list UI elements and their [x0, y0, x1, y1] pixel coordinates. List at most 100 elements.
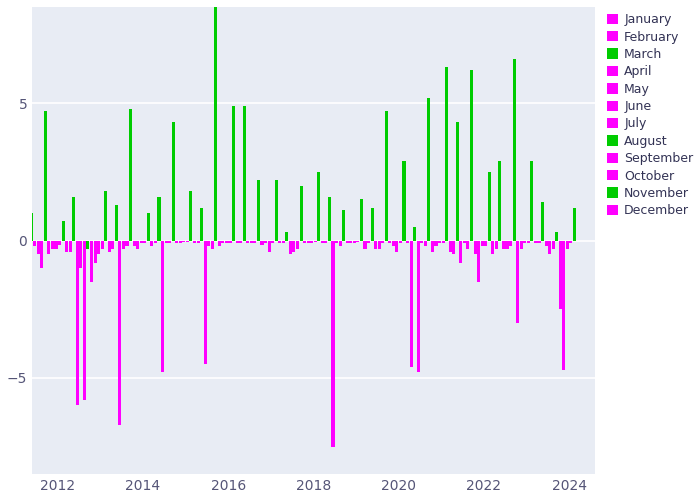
Bar [122, 240, 125, 249]
Bar [190, 191, 193, 240]
Bar [246, 240, 249, 244]
Bar [307, 240, 309, 244]
Bar [178, 240, 182, 244]
Bar [90, 240, 93, 282]
Bar [239, 240, 242, 244]
Bar [69, 240, 71, 252]
Legend: January, February, March, April, May, June, July, August, September, October, No: January, February, March, April, May, Ju… [607, 13, 693, 218]
Bar [431, 240, 434, 252]
Bar [442, 240, 444, 244]
Bar [534, 240, 537, 244]
Bar [562, 240, 566, 370]
Bar [424, 240, 427, 246]
Bar [339, 240, 342, 246]
Bar [48, 240, 50, 254]
Bar [150, 240, 153, 246]
Bar [473, 240, 477, 254]
Bar [321, 240, 324, 244]
Bar [51, 240, 54, 249]
Bar [125, 240, 129, 246]
Bar [140, 240, 143, 244]
Bar [108, 240, 111, 252]
Bar [360, 200, 363, 240]
Bar [527, 240, 530, 244]
Bar [413, 227, 416, 240]
Bar [512, 59, 516, 240]
Bar [428, 98, 430, 240]
Bar [197, 240, 199, 244]
Bar [214, 7, 217, 240]
Bar [260, 240, 263, 244]
Bar [335, 240, 338, 244]
Bar [281, 240, 285, 244]
Bar [29, 213, 33, 240]
Bar [97, 240, 100, 254]
Bar [271, 240, 274, 244]
Bar [221, 240, 225, 244]
Bar [538, 240, 540, 244]
Bar [286, 232, 288, 240]
Bar [218, 240, 221, 246]
Bar [58, 240, 61, 244]
Bar [296, 240, 299, 249]
Bar [86, 240, 90, 249]
Bar [154, 240, 157, 244]
Bar [79, 240, 83, 268]
Bar [72, 196, 76, 240]
Bar [374, 240, 377, 249]
Bar [94, 240, 97, 262]
Bar [402, 161, 405, 240]
Bar [573, 208, 576, 240]
Bar [328, 196, 331, 240]
Bar [502, 240, 505, 249]
Bar [204, 240, 206, 364]
Bar [552, 240, 554, 249]
Bar [377, 240, 381, 249]
Bar [505, 240, 509, 249]
Bar [168, 240, 172, 244]
Bar [111, 240, 114, 249]
Bar [519, 240, 523, 249]
Bar [310, 240, 313, 244]
Bar [172, 122, 175, 240]
Bar [144, 240, 146, 244]
Bar [76, 240, 79, 406]
Bar [161, 240, 164, 372]
Bar [495, 240, 498, 249]
Bar [44, 112, 47, 240]
Bar [55, 240, 57, 249]
Bar [250, 240, 253, 244]
Bar [353, 240, 356, 244]
Bar [264, 240, 267, 244]
Bar [278, 240, 281, 244]
Bar [33, 240, 36, 246]
Bar [416, 240, 420, 372]
Bar [516, 240, 519, 323]
Bar [481, 240, 484, 246]
Bar [300, 186, 302, 240]
Bar [370, 208, 374, 240]
Bar [382, 240, 384, 244]
Bar [435, 240, 438, 246]
Bar [459, 240, 463, 262]
Bar [406, 240, 409, 244]
Bar [392, 240, 395, 246]
Bar [303, 240, 306, 244]
Bar [314, 240, 317, 242]
Bar [555, 232, 559, 240]
Bar [293, 240, 295, 252]
Bar [509, 240, 512, 246]
Bar [389, 240, 391, 244]
Bar [498, 161, 501, 240]
Bar [274, 180, 278, 240]
Bar [129, 108, 132, 240]
Bar [349, 240, 352, 244]
Bar [236, 240, 239, 244]
Bar [463, 240, 466, 244]
Bar [346, 240, 349, 244]
Bar [324, 240, 328, 244]
Bar [332, 240, 335, 446]
Bar [438, 240, 441, 244]
Bar [466, 240, 470, 249]
Bar [232, 106, 235, 240]
